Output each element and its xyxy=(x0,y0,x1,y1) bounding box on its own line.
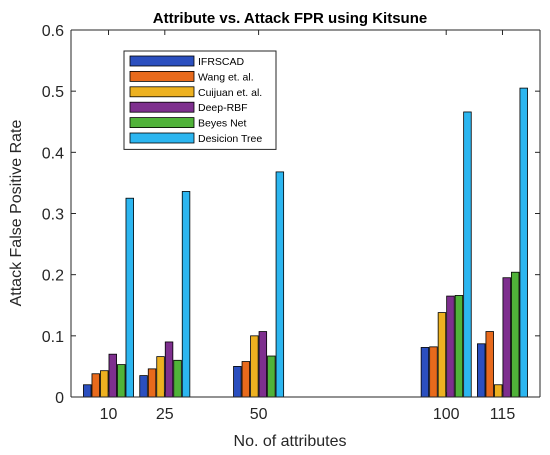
y-tick-label: 0.4 xyxy=(42,145,64,162)
legend-label: Deep-RBF xyxy=(198,102,248,114)
bar-beyes-net-50 xyxy=(267,355,276,398)
bar-desicion-tree-25 xyxy=(181,191,191,398)
y-tick-label: 0.5 xyxy=(42,84,64,101)
x-axis-label: No. of attributes xyxy=(234,433,347,450)
y-axis-label: Attack False Positive Rate xyxy=(8,120,25,307)
legend-swatch xyxy=(129,101,195,113)
bar-beyes-net-115 xyxy=(511,271,520,398)
bar-cuijuan-et-al-10 xyxy=(100,370,109,398)
legend-label: IFRSCAD xyxy=(198,56,245,68)
y-tick-label: 0.1 xyxy=(42,329,64,346)
bar-wang-et-al-50 xyxy=(241,361,251,398)
legend-swatch xyxy=(129,55,195,67)
legend-label: Beyes Net xyxy=(198,118,247,130)
bar-wang-et-al-10 xyxy=(91,373,100,398)
legend-swatch xyxy=(129,117,195,128)
chart-title: Attribute vs. Attack FPR using Kitsune xyxy=(153,10,427,27)
bar-desicion-tree-115 xyxy=(519,87,528,398)
bar-desicion-tree-10 xyxy=(125,197,134,398)
y-tick-label: 0 xyxy=(55,390,64,407)
bar-wang-et-al-115 xyxy=(485,331,494,398)
x-tick-label: 115 xyxy=(490,406,516,423)
bar-beyes-net-25 xyxy=(173,359,182,398)
legend-label: Desicion Tree xyxy=(198,133,262,145)
bar-deep-rbf-115 xyxy=(502,277,511,398)
bar-deep-rbf-25 xyxy=(164,341,174,398)
legend-swatch xyxy=(129,71,195,82)
legend: IFRSCAD Wang et. al. Cuijuan et. al. Deep-R… xyxy=(123,50,277,150)
x-tick-label: 25 xyxy=(156,406,174,423)
bar-desicion-tree-50 xyxy=(275,171,285,398)
bar-ifrscad-100 xyxy=(420,347,430,398)
bar-desicion-tree-100 xyxy=(463,111,472,398)
bar-cuijuan-et-al-50 xyxy=(250,335,259,398)
x-tick-label: 10 xyxy=(100,406,118,423)
bar-deep-rbf-100 xyxy=(446,295,455,398)
legend-label: Cuijuan et. al. xyxy=(198,87,262,99)
legend-label: Wang et. al. xyxy=(198,71,254,83)
bar-cuijuan-et-al-25 xyxy=(156,356,165,398)
bar-ifrscad-10 xyxy=(83,384,92,398)
bar-deep-rbf-10 xyxy=(108,353,117,398)
y-tick-label: 0.3 xyxy=(42,207,64,224)
bar-ifrscad-50 xyxy=(233,366,242,398)
x-tick-label: 50 xyxy=(250,406,268,423)
bar-ifrscad-25 xyxy=(139,375,148,398)
bar-beyes-net-100 xyxy=(454,295,464,398)
bar-cuijuan-et-al-115 xyxy=(494,384,503,398)
bar-cuijuan-et-al-100 xyxy=(437,312,447,398)
bar-deep-rbf-50 xyxy=(258,331,268,398)
bar-wang-et-al-100 xyxy=(429,346,438,398)
y-tick-label: 0.6 xyxy=(42,23,64,40)
bar-wang-et-al-25 xyxy=(147,368,157,398)
y-tick-label: 0.2 xyxy=(42,268,64,285)
bar-beyes-net-10 xyxy=(117,364,126,398)
legend-swatch xyxy=(129,86,195,98)
bar-ifrscad-115 xyxy=(477,343,486,398)
plot-area: 0 0.1 0.2 0.3 0.4 0.5 0.6 10 25 50 100 115 xyxy=(42,23,541,423)
x-tick-label: 100 xyxy=(433,406,460,423)
legend-swatch xyxy=(129,132,195,144)
